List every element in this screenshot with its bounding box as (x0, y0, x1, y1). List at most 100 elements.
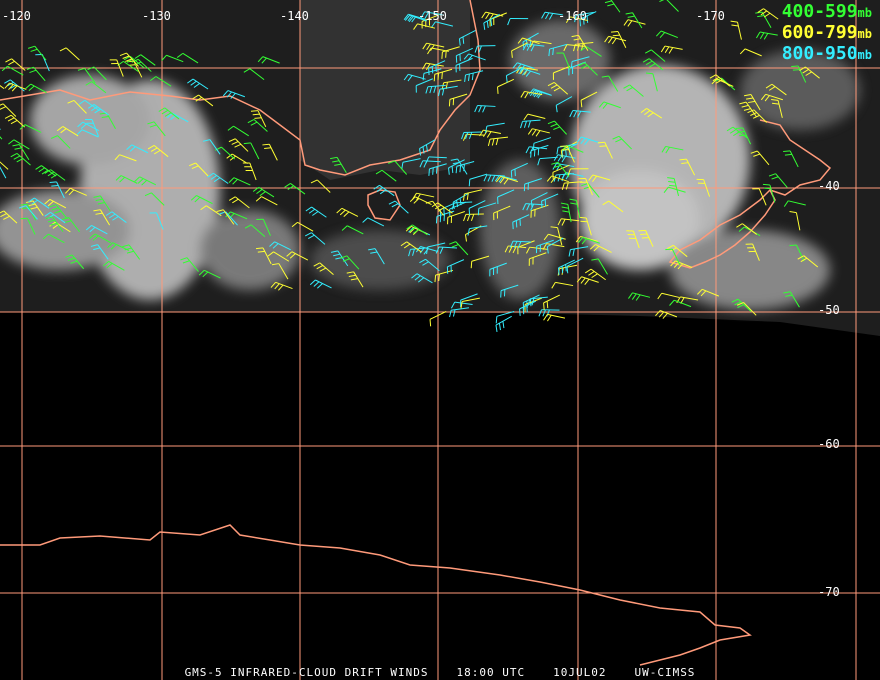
wind-barb-icon (375, 169, 397, 182)
wind-barb-icon (434, 269, 454, 283)
wind-barb-icon (161, 54, 184, 63)
wind-barb-icon (591, 258, 608, 275)
wind-barb-icon (449, 241, 469, 256)
wind-barb-icon (655, 310, 678, 319)
wind-barb-icon (789, 210, 801, 231)
wind-barb-icon (176, 52, 199, 64)
wind-barb-icon (623, 19, 646, 27)
latitude-label: -50 (818, 303, 840, 317)
wind-barb-icon (543, 294, 560, 310)
wind-barb-icon (105, 211, 127, 223)
wind-barb-icon (255, 196, 278, 206)
wind-barb-icon (50, 135, 71, 149)
wind-barb-icon (467, 225, 488, 236)
wind-barb-icon (228, 138, 249, 152)
wind-barb-icon (527, 128, 550, 137)
wind-barb-icon (227, 125, 249, 137)
wind-barb-icon (474, 105, 496, 113)
longitude-label: -160 (558, 9, 587, 23)
wind-barb-icon (0, 210, 18, 224)
wind-barb-icon (666, 244, 688, 258)
wind-barb-icon (400, 241, 422, 253)
wind-barb-icon (243, 142, 260, 160)
wind-barb-icon (547, 120, 567, 135)
wind-barb-icon (419, 160, 441, 168)
wind-barb-icon (752, 188, 767, 206)
wind-barb-icon (558, 259, 575, 275)
wind-barb-icon (522, 43, 545, 52)
wind-barb-icon (667, 177, 680, 197)
wind-barb-icon (250, 110, 267, 128)
wind-barb-icon (612, 135, 633, 150)
wind-barb-icon (388, 200, 409, 214)
wind-barb-icon (401, 158, 421, 170)
wind-barb-icon (388, 160, 408, 175)
wind-barb-icon (556, 52, 571, 70)
wind-barb-icon (255, 247, 272, 265)
wind-barb-icon (468, 200, 486, 216)
caption-time: 18:00 UTC (456, 666, 526, 679)
wind-barb-icon (546, 175, 569, 183)
wind-barb-icon (548, 43, 568, 57)
wind-barb-icon (336, 207, 359, 217)
latitude-label: -70 (818, 585, 840, 599)
wind-barb-icon (262, 143, 278, 161)
wind-barb-icon (403, 73, 426, 82)
latitude-labels: -40 -50 -60 -70 (818, 179, 840, 599)
wind-barb-icon (522, 203, 544, 211)
wind-barb-icon (576, 136, 599, 146)
wind-barb-icon (93, 195, 111, 212)
wind-barb-icon (750, 150, 770, 166)
wind-barb-icon (659, 0, 679, 12)
wind-barb-icon (256, 218, 271, 236)
wind-barb-icon (579, 216, 592, 236)
wind-barb-icon (563, 44, 585, 52)
wind-barb-icon (726, 126, 748, 139)
wind-barb-icon (739, 48, 762, 57)
wind-barb-icon (561, 181, 583, 190)
wind-barb-icon (568, 246, 589, 257)
wind-barb-icon (543, 313, 566, 322)
wind-barb-icon (739, 101, 757, 118)
wind-barb-icon (27, 45, 47, 61)
wind-barb-icon (87, 66, 107, 81)
wind-barb-icon (67, 99, 87, 114)
legend-item-400-599: 400-599mb (781, 1, 872, 22)
longitude-labels: -120 -130 -140 -150 -160 -170 (2, 9, 725, 23)
wind-barb-icon (404, 14, 427, 23)
wind-barb-icon (578, 62, 598, 76)
wind-barb-icon (604, 35, 627, 45)
wind-barb-icon (736, 223, 757, 235)
wind-barb-icon (158, 107, 180, 120)
wind-barb-icon (4, 114, 26, 128)
wind-barb-icon (438, 85, 458, 97)
caption-date: 10JUL02 (553, 666, 607, 679)
wind-barb-icon (497, 78, 515, 94)
legend-item-600-799: 600-799mb (781, 22, 872, 43)
wind-barb-icon (463, 213, 484, 222)
wind-barb-icon (189, 162, 209, 177)
wind-barb-icon (535, 239, 554, 254)
wind-barb-icon (797, 255, 819, 268)
wind-barb-icon (247, 119, 268, 132)
wind-barb-icon (523, 178, 542, 192)
wind-barb-icon (560, 145, 575, 163)
wind-barb-icon (207, 172, 229, 184)
wind-barb-icon (5, 58, 26, 71)
wind-barb-icon (450, 301, 473, 309)
wind-barb-icon (216, 209, 235, 225)
wind-barb-icon (409, 196, 432, 206)
wind-barb-icon (8, 139, 30, 150)
wind-barb-icon (711, 78, 734, 87)
wind-barb-icon (93, 209, 111, 226)
wind-barb-icon (744, 94, 761, 111)
wind-barb-icon (109, 59, 124, 77)
wind-barb-icon (200, 205, 222, 217)
wind-barb-icon (541, 11, 563, 20)
wind-barb-icon (523, 113, 546, 121)
wind-barb-icon (518, 68, 541, 77)
wind-barb-icon (755, 11, 772, 28)
wind-barb-icon (655, 30, 678, 39)
wind-barb-icon (552, 164, 570, 180)
wind-barb-icon (525, 246, 548, 254)
